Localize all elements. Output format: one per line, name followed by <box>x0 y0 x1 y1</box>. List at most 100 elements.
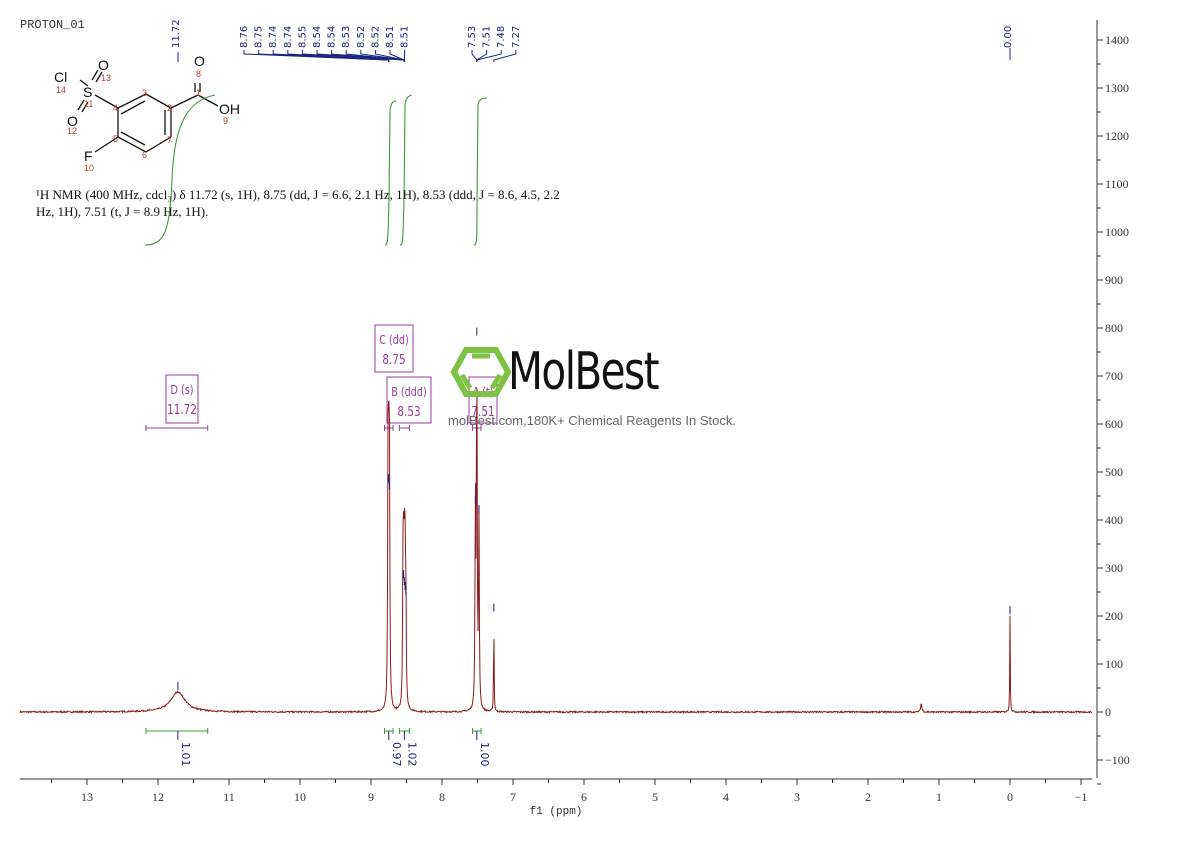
svg-text:8.53: 8.53 <box>341 26 352 48</box>
svg-text:12: 12 <box>152 790 164 804</box>
svg-text:300: 300 <box>1105 561 1123 575</box>
svg-text:900: 900 <box>1105 273 1123 287</box>
peak-labels: 11.72 8.76 8.75 8.74 8.74 8.55 8.54 8.54 8.53 8.5… <box>171 19 1014 48</box>
multiplet-box: D (s) 11.72 <box>145 374 209 431</box>
multiplet-box: B (ddd) 8.53 <box>386 376 432 431</box>
svg-text:6: 6 <box>142 150 147 160</box>
svg-text:7.27: 7.27 <box>511 26 522 48</box>
svg-text:11.72: 11.72 <box>171 19 182 48</box>
svg-text:10: 10 <box>84 163 94 173</box>
watermark-brand: MolBest <box>508 342 660 402</box>
svg-text:11: 11 <box>223 790 235 804</box>
svg-text:11.72: 11.72 <box>167 402 197 417</box>
svg-text:100: 100 <box>1105 657 1123 671</box>
molecule-atom-labels: Cl S O O F O OH <box>54 53 240 164</box>
integral-curves <box>144 94 488 246</box>
svg-text:C (dd): C (dd) <box>379 333 408 347</box>
svg-text:1: 1 <box>936 790 942 804</box>
x-axis-label: f1 (ppm) <box>530 806 583 818</box>
integral-marker: 1.02 <box>398 728 418 767</box>
svg-text:600: 600 <box>1105 417 1123 431</box>
multiplet-annotations: D (s)11.72C (dd)8.75B (ddd)8.53A (t)7.51 <box>145 324 498 431</box>
svg-text:2: 2 <box>865 790 871 804</box>
spectrum-trace <box>19 388 1093 715</box>
svg-text:S: S <box>83 84 92 100</box>
svg-text:0.00: 0.00 <box>1003 26 1014 48</box>
svg-text:8.75: 8.75 <box>382 352 405 367</box>
nmr-description-line1: ¹H NMR (400 MHz, cdcl₃) δ 11.72 (s, 1H),… <box>36 187 560 202</box>
svg-text:8: 8 <box>196 69 201 79</box>
svg-text:Cl: Cl <box>54 69 67 85</box>
svg-text:9: 9 <box>223 116 228 126</box>
integral-marker: 1.00 <box>472 728 491 767</box>
svg-text:8.52: 8.52 <box>370 26 381 48</box>
axes <box>20 20 1103 785</box>
svg-text:12: 12 <box>67 126 77 136</box>
svg-text:7.51: 7.51 <box>482 26 493 48</box>
svg-text:2: 2 <box>167 103 172 113</box>
svg-text:F: F <box>84 148 93 164</box>
integral-marker: 0.97 <box>383 728 403 767</box>
svg-text:0: 0 <box>1007 790 1013 804</box>
molecule-atom-numbers: 14 11 13 12 10 3 2 7 6 5 4 1 8 9 <box>56 69 228 173</box>
svg-text:7: 7 <box>167 135 172 145</box>
svg-text:3: 3 <box>142 88 147 98</box>
svg-text:7.48: 7.48 <box>496 26 507 48</box>
svg-text:8.52: 8.52 <box>356 26 367 48</box>
svg-text:O: O <box>194 53 205 69</box>
watermark-tagline: molBest.com,180K+ Chemical Reagents In S… <box>448 413 736 428</box>
svg-text:0.97: 0.97 <box>390 742 403 767</box>
svg-text:1: 1 <box>196 88 201 98</box>
svg-text:1300: 1300 <box>1105 81 1129 95</box>
svg-text:−1: −1 <box>1075 790 1088 804</box>
peak-label-tree <box>177 48 1011 62</box>
svg-text:8.54: 8.54 <box>327 26 338 48</box>
svg-text:1100: 1100 <box>1105 177 1129 191</box>
svg-text:−100: −100 <box>1105 753 1130 767</box>
svg-text:5: 5 <box>652 790 658 804</box>
nmr-description-line2: Hz, 1H), 7.51 (t, J = 8.9 Hz, 1H). <box>36 204 209 219</box>
svg-text:3: 3 <box>794 790 800 804</box>
svg-text:1400: 1400 <box>1105 33 1129 47</box>
svg-text:1.00: 1.00 <box>478 742 491 767</box>
svg-text:8.55: 8.55 <box>297 26 308 48</box>
svg-text:0: 0 <box>1105 705 1111 719</box>
svg-text:8.76: 8.76 <box>239 26 250 48</box>
svg-text:1.01: 1.01 <box>179 742 192 767</box>
svg-text:O: O <box>67 113 78 129</box>
nmr-description: ¹H NMR (400 MHz, cdcl₃) δ 11.72 (s, 1H),… <box>36 186 596 220</box>
svg-text:10: 10 <box>294 790 306 804</box>
svg-text:O: O <box>98 57 109 73</box>
svg-text:500: 500 <box>1105 465 1123 479</box>
integral-marker: 1.01 <box>145 728 209 767</box>
svg-text:13: 13 <box>101 73 111 83</box>
svg-text:4: 4 <box>113 103 118 113</box>
svg-text:8.74: 8.74 <box>283 26 294 48</box>
svg-text:5: 5 <box>113 134 118 144</box>
svg-text:1200: 1200 <box>1105 129 1129 143</box>
svg-text:B (ddd): B (ddd) <box>391 385 426 399</box>
svg-text:8.74: 8.74 <box>268 26 279 48</box>
integral-annotations: 1.01 0.97 1.02 1.00 <box>145 728 491 767</box>
molbest-logo-icon <box>450 347 512 397</box>
svg-text:OH: OH <box>219 101 240 117</box>
svg-text:1.02: 1.02 <box>405 742 418 767</box>
multiplet-box: C (dd) 8.75 <box>374 324 414 431</box>
svg-text:1000: 1000 <box>1105 225 1129 239</box>
svg-text:6: 6 <box>581 790 587 804</box>
svg-text:8.51: 8.51 <box>385 26 396 48</box>
svg-text:11: 11 <box>84 99 93 109</box>
svg-text:9: 9 <box>368 790 374 804</box>
svg-text:4: 4 <box>723 790 729 804</box>
svg-text:D (s): D (s) <box>171 383 194 397</box>
svg-text:7.53: 7.53 <box>467 26 478 48</box>
svg-text:800: 800 <box>1105 321 1123 335</box>
svg-text:700: 700 <box>1105 369 1123 383</box>
svg-text:8.51: 8.51 <box>400 26 411 48</box>
svg-text:8: 8 <box>439 790 445 804</box>
molecule-structure <box>77 69 219 153</box>
svg-text:8.54: 8.54 <box>312 26 323 48</box>
svg-text:200: 200 <box>1105 609 1123 623</box>
axis-tick-labels: 13 12 11 10 9 8 7 6 5 4 3 2 1 0 −114001300120011001000… <box>81 33 1130 804</box>
